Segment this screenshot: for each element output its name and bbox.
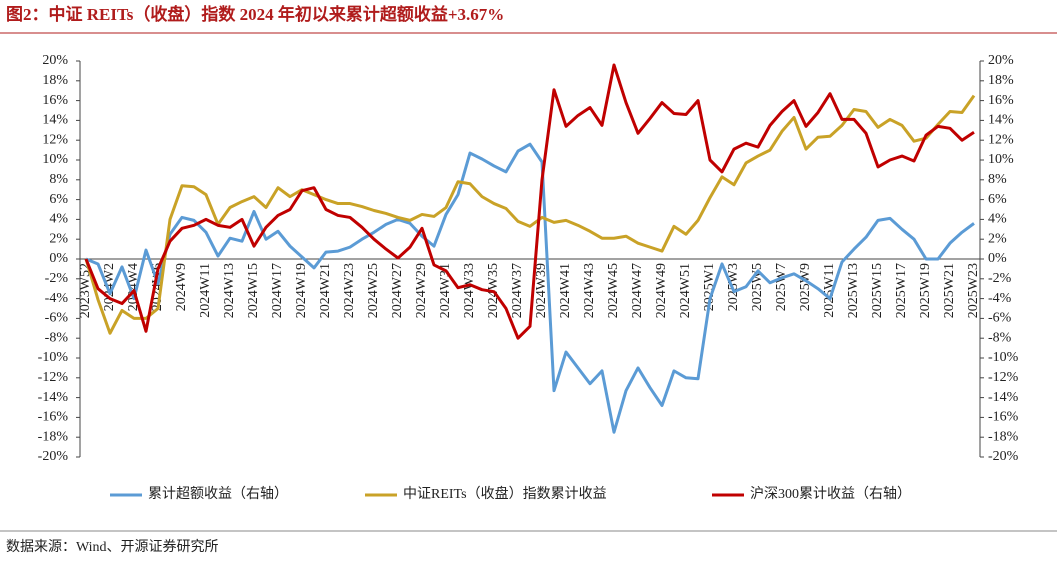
y2-tick-label: -18%	[988, 429, 1019, 444]
y-tick-label: -6%	[45, 311, 69, 326]
y2-tick-label: 0%	[988, 251, 1007, 266]
x-tick-label: 2024W13	[222, 263, 237, 318]
x-tick-label: 2024W41	[558, 263, 573, 318]
y-tick-label: -2%	[45, 271, 69, 286]
y-tick-label: -18%	[38, 429, 69, 444]
y-tick-label: 10%	[42, 152, 68, 167]
y2-tick-label: 14%	[988, 113, 1014, 128]
y-tick-label: 20%	[42, 53, 68, 68]
y-tick-label: -8%	[45, 330, 69, 345]
x-tick-label: 2024W47	[630, 263, 645, 318]
y2-tick-label: 6%	[988, 192, 1007, 207]
y2-tick-label: -16%	[988, 410, 1019, 425]
x-tick-label: 2025W21	[942, 263, 957, 318]
y-tick-label: 12%	[42, 132, 68, 147]
x-tick-label: 2025W7	[774, 263, 789, 311]
y-tick-label: 6%	[49, 192, 68, 207]
legend-label: 中证REITs（收盘）指数累计收益	[403, 485, 607, 502]
y2-tick-label: 10%	[988, 152, 1014, 167]
series-line	[85, 142, 975, 434]
x-tick-label: 2024W2	[102, 263, 117, 311]
y2-tick-label: 2%	[988, 231, 1007, 246]
y2-tick-label: -2%	[988, 271, 1012, 286]
y2-tick-label: 18%	[988, 73, 1014, 88]
y2-tick-label: -12%	[988, 370, 1019, 385]
x-tick-label: 2024W29	[414, 263, 429, 318]
series-line	[84, 94, 976, 335]
x-tick-label: 2025W15	[870, 263, 885, 318]
y2-tick-label: 20%	[988, 53, 1014, 68]
x-tick-label: 2023W52	[78, 263, 93, 318]
y-tick-label: 0%	[49, 251, 68, 266]
y-tick-label: 8%	[49, 172, 68, 187]
y2-tick-label: 16%	[988, 93, 1014, 108]
x-tick-label: 2024W19	[294, 263, 309, 318]
y2-tick-label: 8%	[988, 172, 1007, 187]
x-tick-label: 2025W1	[702, 263, 717, 311]
y2-tick-label: 4%	[988, 212, 1007, 227]
x-tick-label: 2024W25	[366, 263, 381, 318]
y-tick-label: 4%	[49, 212, 68, 227]
x-tick-label: 2024W23	[342, 263, 357, 318]
x-tick-label: 2025W19	[918, 263, 933, 318]
x-tick-label: 2024W37	[510, 263, 525, 318]
x-tick-label: 2024W17	[270, 263, 285, 318]
x-tick-label: 2024W9	[174, 263, 189, 311]
y-tick-label: -14%	[38, 390, 69, 405]
x-tick-label: 2025W23	[966, 263, 981, 318]
x-tick-label: 2025W9	[798, 263, 813, 311]
x-tick-label: 2025W17	[894, 263, 909, 318]
y2-tick-label: 12%	[988, 132, 1014, 147]
x-tick-label: 2024W15	[246, 263, 261, 318]
y2-tick-label: -4%	[988, 291, 1012, 306]
chart-title: 图2：中证 REITs（收盘）指数 2024 年初以来累计超额收益+3.67%	[6, 4, 504, 24]
x-tick-label: 2024W21	[318, 263, 333, 318]
source-note: 数据来源：Wind、开源证券研究所	[6, 539, 219, 555]
y-tick-label: 16%	[42, 93, 68, 108]
series-line	[84, 63, 975, 340]
x-tick-label: 2025W3	[726, 263, 741, 311]
y2-tick-label: -6%	[988, 311, 1012, 326]
x-tick-label: 2025W11	[822, 263, 837, 318]
legend-label: 累计超额收益（右轴）	[148, 486, 288, 502]
x-tick-label: 2024W27	[390, 263, 405, 318]
x-tick-label: 2025W13	[846, 263, 861, 318]
y-tick-label: -16%	[38, 410, 69, 425]
x-tick-label: 2024W51	[678, 263, 693, 318]
legend-label: 沪深300累计收益（右轴）	[750, 486, 911, 502]
y-tick-label: 2%	[49, 231, 68, 246]
y2-tick-label: -10%	[988, 350, 1019, 365]
y-tick-label: 18%	[42, 73, 68, 88]
y-tick-label: -10%	[38, 350, 69, 365]
x-tick-label: 2024W33	[462, 263, 477, 318]
x-tick-label: 2024W49	[654, 263, 669, 318]
y-tick-label: 14%	[42, 113, 68, 128]
x-tick-label: 2024W45	[606, 263, 621, 318]
y2-tick-label: -8%	[988, 330, 1012, 345]
x-tick-label: 2024W39	[534, 263, 549, 318]
y2-tick-label: -14%	[988, 390, 1019, 405]
x-tick-label: 2024W43	[582, 263, 597, 318]
x-tick-label: 2024W11	[198, 263, 213, 318]
y2-tick-label: -20%	[988, 449, 1019, 464]
y-tick-label: -4%	[45, 291, 69, 306]
y-tick-label: -12%	[38, 370, 69, 385]
y-tick-label: -20%	[38, 449, 69, 464]
